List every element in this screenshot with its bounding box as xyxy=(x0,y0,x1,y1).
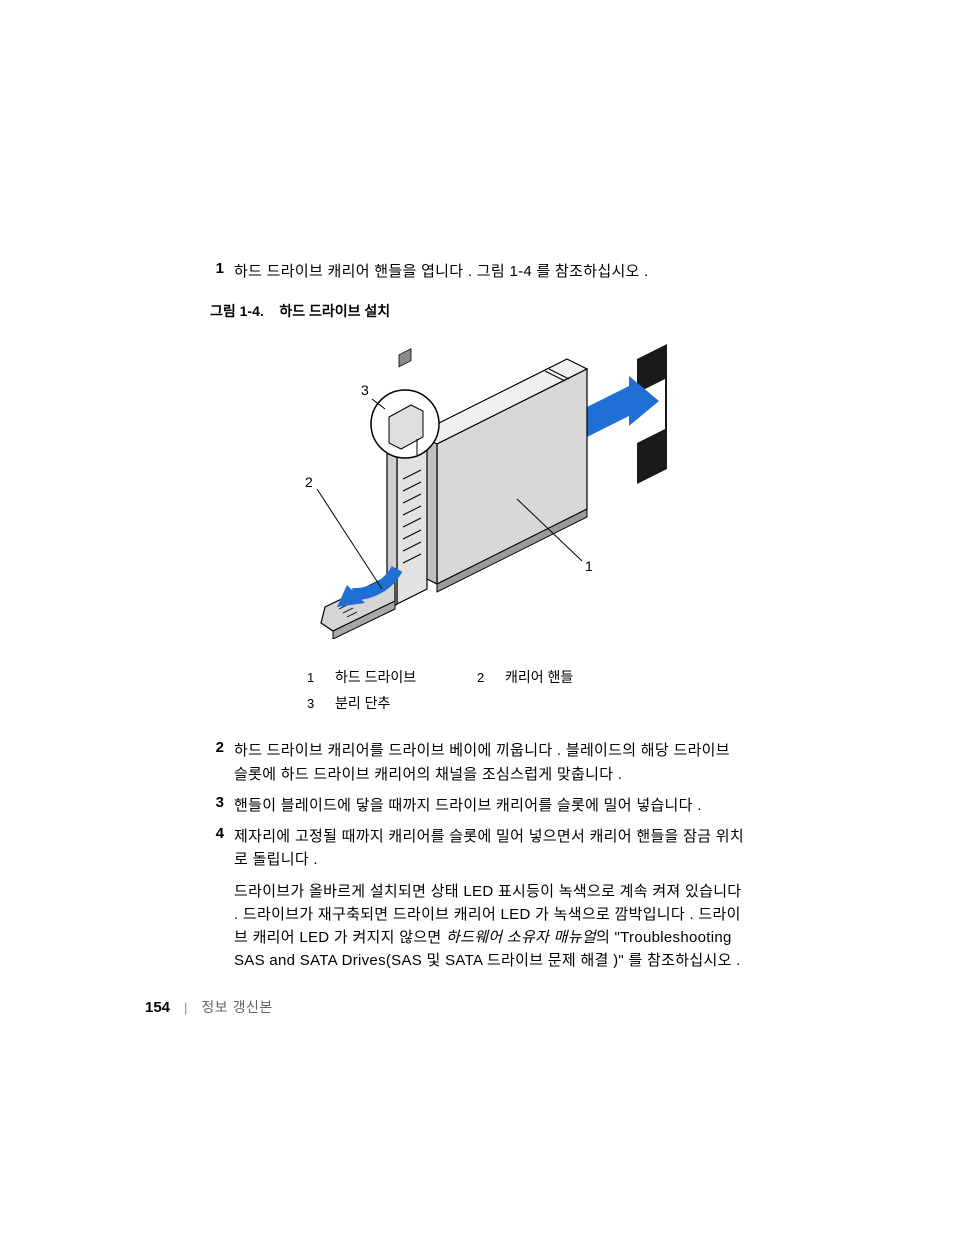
footer-title: 정보 갱신본 xyxy=(201,997,272,1017)
figure-caption-prefix: 그림 1-4. xyxy=(210,303,264,319)
legend-label: 하드 드라이브 xyxy=(335,667,416,687)
step-text: 핸들이 블레이드에 닿을 때까지 드라이브 캐리어를 슬롯에 밀어 넣습니다 . xyxy=(234,794,702,817)
figure: 3 2 1 xyxy=(210,339,744,639)
page-number: 154 xyxy=(145,999,170,1016)
step-item: 4 제자리에 고정될 때까지 캐리어를 슬롯에 밀어 넣으면서 캐리어 핸들을 … xyxy=(210,825,744,872)
callout-2: 2 xyxy=(305,474,313,490)
legend-item: 1 하드 드라이브 xyxy=(307,667,477,687)
legend-item: 3 분리 단추 xyxy=(307,693,477,713)
legend-label: 캐리어 핸들 xyxy=(505,667,573,687)
legend-item: 2 캐리어 핸들 xyxy=(477,667,647,687)
step-item: 3 핸들이 블레이드에 닿을 때까지 드라이브 캐리어를 슬롯에 밀어 넣습니다… xyxy=(210,794,744,817)
footer-separator-icon: | xyxy=(184,1000,187,1015)
figure-legend: 1 하드 드라이브 2 캐리어 핸들 3 분리 단추 xyxy=(307,667,647,719)
steps-top: 1 하드 드라이브 캐리어 핸들을 엽니다 . 그림 1-4 를 참조하십시오 … xyxy=(210,260,744,283)
figure-caption-title: 하드 드라이브 설치 xyxy=(279,303,390,319)
figure-caption: 그림 1-4. 하드 드라이브 설치 xyxy=(210,301,744,321)
post-text-em: 하드웨어 소유자 매뉴얼 xyxy=(446,929,596,946)
page-footer: 154 | 정보 갱신본 xyxy=(145,997,273,1017)
step-number: 2 xyxy=(210,739,234,786)
step-number: 4 xyxy=(210,825,234,872)
step-number: 1 xyxy=(210,260,234,283)
steps-bottom: 2 하드 드라이브 캐리어를 드라이브 베이에 끼웁니다 . 블레이드의 해당 … xyxy=(210,739,744,871)
post-paragraph: 드라이브가 올바르게 설치되면 상태 LED 표시등이 녹색으로 계속 켜져 있… xyxy=(234,880,744,973)
hard-drive-icon xyxy=(417,359,587,592)
document-page: 1 하드 드라이브 캐리어 핸들을 엽니다 . 그림 1-4 를 참조하십시오 … xyxy=(0,0,954,1235)
callout-1: 1 xyxy=(585,558,593,574)
step-text: 하드 드라이브 캐리어 핸들을 엽니다 . 그림 1-4 를 참조하십시오 . xyxy=(234,260,649,283)
release-button-detail-icon xyxy=(371,349,439,458)
step-item: 1 하드 드라이브 캐리어 핸들을 엽니다 . 그림 1-4 를 참조하십시오 … xyxy=(210,260,744,283)
step-text: 제자리에 고정될 때까지 캐리어를 슬롯에 밀어 넣으면서 캐리어 핸들을 잠금… xyxy=(234,825,744,872)
legend-label: 분리 단추 xyxy=(335,693,390,713)
hard-drive-install-diagram: 3 2 1 xyxy=(277,339,677,639)
step-number: 3 xyxy=(210,794,234,817)
legend-num: 2 xyxy=(477,670,505,685)
legend-num: 3 xyxy=(307,696,335,711)
callout-3: 3 xyxy=(361,382,369,398)
step-item: 2 하드 드라이브 캐리어를 드라이브 베이에 끼웁니다 . 블레이드의 해당 … xyxy=(210,739,744,786)
legend-num: 1 xyxy=(307,670,335,685)
step-text: 하드 드라이브 캐리어를 드라이브 베이에 끼웁니다 . 블레이드의 해당 드라… xyxy=(234,739,744,786)
